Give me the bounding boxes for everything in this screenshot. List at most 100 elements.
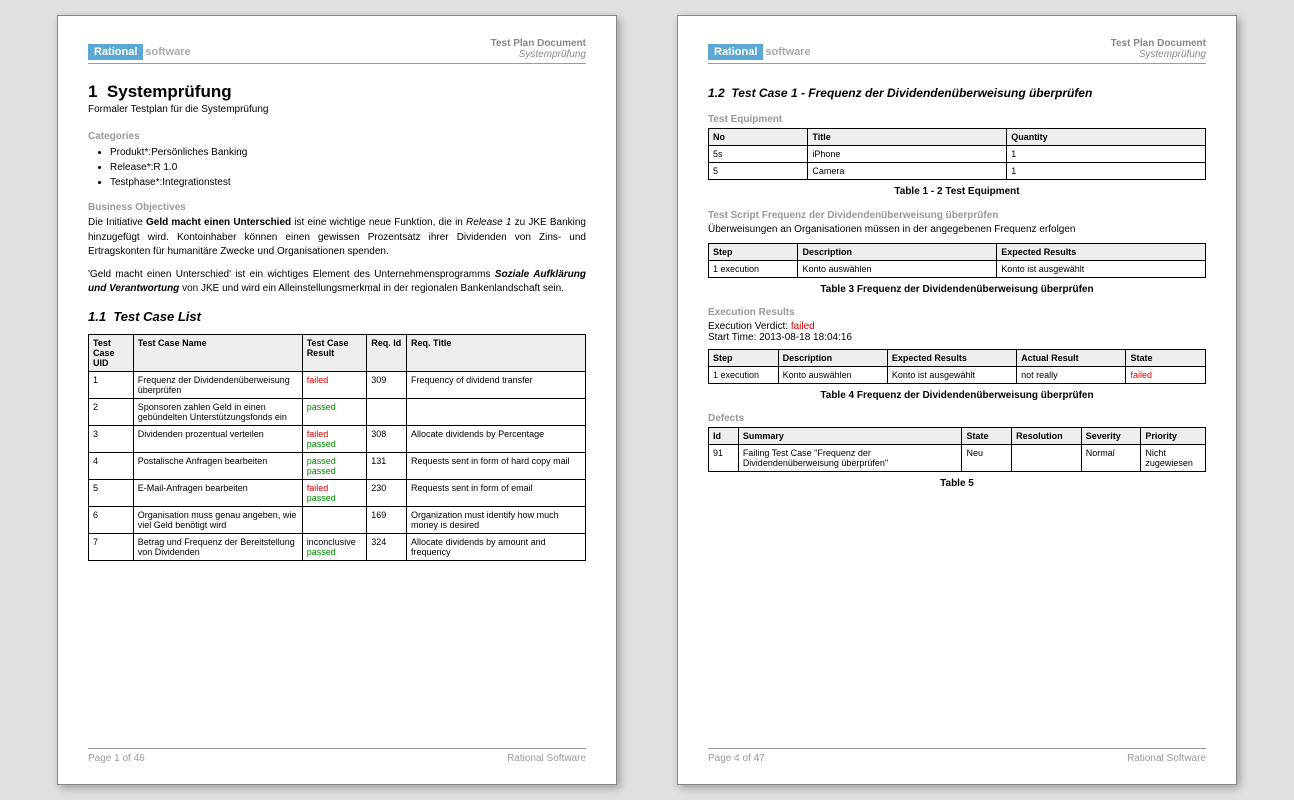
table-header-row: Step Description Expected Results Actual… xyxy=(709,350,1206,367)
cell-name: Dividenden prozentual verteilen xyxy=(133,425,302,452)
th: Summary xyxy=(738,428,962,445)
logo-text: software xyxy=(765,46,810,58)
defects-table: Id Summary State Resolution Severity Pri… xyxy=(708,427,1206,472)
er-caption: Table 4 Frequenz der Dividendenüberweisu… xyxy=(708,390,1206,401)
page-header: Rational software Test Plan Document Sys… xyxy=(88,38,586,64)
cell-reqtitle: Allocate dividends by amount and frequen… xyxy=(407,533,586,560)
cell-reqid: 324 xyxy=(367,533,407,560)
cell-result: failedpassed xyxy=(302,425,367,452)
section-heading: 1.2 Test Case 1 - Frequenz der Dividende… xyxy=(708,86,1206,100)
th-result: Test Case Result xyxy=(302,334,367,371)
th: Resolution xyxy=(1012,428,1082,445)
test-case-list-table: Test Case UID Test Case Name Test Case R… xyxy=(88,334,586,561)
th: Priority xyxy=(1141,428,1206,445)
result-value: passed xyxy=(307,402,336,412)
h1-text: Systemprüfung xyxy=(107,82,232,101)
cell: not really xyxy=(1017,367,1126,384)
cell: Nicht zugewiesen xyxy=(1141,445,1206,472)
cell-result: failed xyxy=(302,371,367,398)
cell-result: passed xyxy=(302,398,367,425)
categories-label: Categories xyxy=(88,131,586,142)
cell-result: failedpassed xyxy=(302,479,367,506)
th: Description xyxy=(798,244,997,261)
result-value: failed xyxy=(307,375,329,385)
cell-state: failed xyxy=(1126,367,1206,384)
cell-result xyxy=(302,506,367,533)
th: Description xyxy=(778,350,887,367)
page-footer: Page 4 of 47 Rational Software xyxy=(708,748,1206,764)
table-row: 7Betrag und Frequenz der Bereitstellung … xyxy=(89,533,586,560)
cell-reqid: 230 xyxy=(367,479,407,506)
cell: Camera xyxy=(808,163,1007,180)
cell-name: Organisation muss genau angeben, wie vie… xyxy=(133,506,302,533)
cell: Neu xyxy=(962,445,1012,472)
document-page-2: Rational software Test Plan Document Sys… xyxy=(677,15,1237,785)
cell-reqtitle: Requests sent in form of hard copy mail xyxy=(407,452,586,479)
ts-desc: Überweisungen an Organisationen müssen i… xyxy=(708,224,1075,235)
cell: 1 xyxy=(1007,163,1206,180)
th-name: Test Case Name xyxy=(133,334,302,371)
cell: Konto auswählen xyxy=(778,367,887,384)
th: No xyxy=(709,129,808,146)
cell: 1 execution xyxy=(709,367,779,384)
page-content: 1.2 Test Case 1 - Frequenz der Dividende… xyxy=(708,82,1206,748)
cell-name: Betrag und Frequenz der Bereitstellung v… xyxy=(133,533,302,560)
th-reqid: Req. Id xyxy=(367,334,407,371)
logo: Rational software xyxy=(708,44,811,60)
th: Expected Results xyxy=(997,244,1206,261)
th: Quantity xyxy=(1007,129,1206,146)
er-label: Execution Results xyxy=(708,307,1206,318)
cell-uid: 5 xyxy=(89,479,134,506)
th-reqtitle: Req. Title xyxy=(407,334,586,371)
result-value: passed xyxy=(307,493,336,503)
table-header-row: Step Description Expected Results xyxy=(709,244,1206,261)
execution-results-table: Step Description Expected Results Actual… xyxy=(708,349,1206,384)
ts-label: Test Script Frequenz der Dividendenüberw… xyxy=(708,210,998,221)
te-label: Test Equipment xyxy=(708,114,1206,125)
table-row: 2Sponsoren zahlen Geld in einen gebündel… xyxy=(89,398,586,425)
cell-uid: 6 xyxy=(89,506,134,533)
result-value: passed xyxy=(307,439,336,449)
logo: Rational software xyxy=(88,44,191,60)
result-value: passed xyxy=(307,466,336,476)
cell: 1 execution xyxy=(709,261,798,278)
cell-result: passedpassed xyxy=(302,452,367,479)
logo-box: Rational xyxy=(88,44,143,60)
cell-name: Postalische Anfragen bearbeiten xyxy=(133,452,302,479)
state-value: failed xyxy=(1130,370,1152,380)
th: Severity xyxy=(1081,428,1141,445)
cell-uid: 3 xyxy=(89,425,134,452)
table-row: 5siPhone1 xyxy=(709,146,1206,163)
cell: 91 xyxy=(709,445,739,472)
table-row: 1 executionKonto auswählenKonto ist ausg… xyxy=(709,261,1206,278)
cell-name: Frequenz der Dividendenüberweisung überp… xyxy=(133,371,302,398)
logo-box: Rational xyxy=(708,44,763,60)
te-caption: Table 1 - 2 Test Equipment xyxy=(708,186,1206,197)
table-row: 5Camera1 xyxy=(709,163,1206,180)
table-row: 1 executionKonto auswählenKonto ist ausg… xyxy=(709,367,1206,384)
table-header-row: Id Summary State Resolution Severity Pri… xyxy=(709,428,1206,445)
cell-name: Sponsoren zahlen Geld in einen gebündelt… xyxy=(133,398,302,425)
cell-reqtitle xyxy=(407,398,586,425)
table-row: 5E-Mail-Anfragen bearbeitenfailedpassed2… xyxy=(89,479,586,506)
footer-left: Page 4 of 47 xyxy=(708,753,765,764)
cell-uid: 2 xyxy=(89,398,134,425)
table-header-row: Test Case UID Test Case Name Test Case R… xyxy=(89,334,586,371)
header-sub: Systemprüfung xyxy=(1111,49,1206,60)
cell-result: inconclusivepassed xyxy=(302,533,367,560)
h1-num: 1 xyxy=(88,82,97,101)
cell-reqid: 169 xyxy=(367,506,407,533)
cell: Normal xyxy=(1081,445,1141,472)
cell-reqtitle: Requests sent in form of email xyxy=(407,479,586,506)
cell: Konto ist ausgewählt xyxy=(997,261,1206,278)
header-sub: Systemprüfung xyxy=(491,49,586,60)
footer-right: Rational Software xyxy=(1127,753,1206,764)
result-value: inconclusive xyxy=(307,537,356,547)
th: Actual Result xyxy=(1017,350,1126,367)
footer-left: Page 1 of 46 xyxy=(88,753,145,764)
cell: Failing Test Case "Frequenz der Dividend… xyxy=(738,445,962,472)
cell xyxy=(1012,445,1082,472)
cell-reqid: 309 xyxy=(367,371,407,398)
cell-uid: 7 xyxy=(89,533,134,560)
cell: Konto ist ausgewählt xyxy=(887,367,1016,384)
